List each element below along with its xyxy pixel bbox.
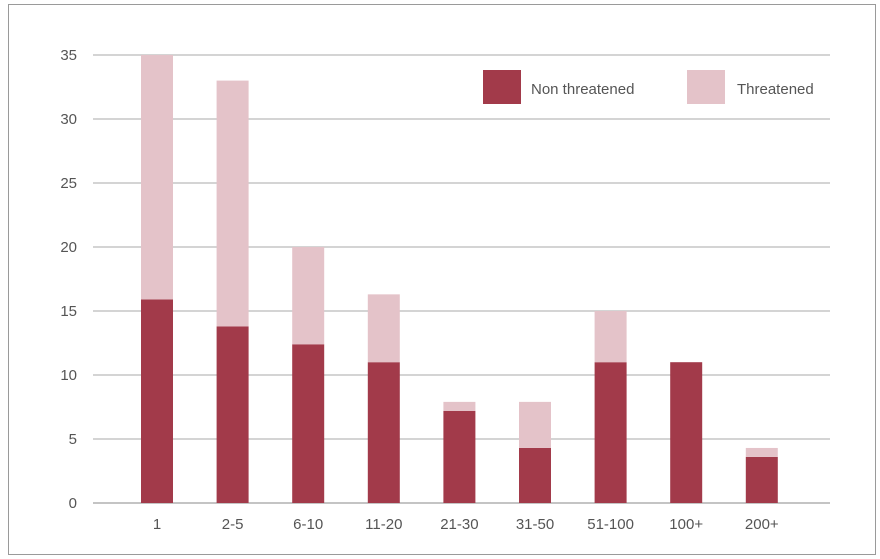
bar-non-threatened <box>443 410 476 503</box>
bar-threatened <box>594 311 627 363</box>
bar-non-threatened <box>367 362 400 503</box>
y-tick-label: 0 <box>69 495 77 512</box>
x-tick-label: 21-30 <box>440 516 478 533</box>
bars <box>141 55 778 503</box>
bar-threatened <box>367 294 400 363</box>
x-tick-label: 11-20 <box>365 516 402 533</box>
y-tick-label: 5 <box>69 431 77 448</box>
y-axis-ticks: 0 5 10 15 20 25 30 35 <box>60 47 77 512</box>
x-tick-label: 2-5 <box>222 516 244 533</box>
x-tick-label: 6-10 <box>293 516 323 533</box>
bar-threatened <box>216 80 249 327</box>
bar-non-threatened <box>745 456 778 503</box>
x-axis-ticks: 1 2-5 6-10 11-20 21-30 31-50 51-100 100+ 200+ <box>153 516 779 533</box>
y-tick-label: 10 <box>60 367 77 384</box>
y-tick-label: 20 <box>60 239 77 256</box>
y-tick-label: 25 <box>60 175 77 192</box>
legend-swatch-threatened <box>687 70 725 104</box>
bar-non-threatened <box>594 362 627 503</box>
bar-threatened <box>519 401 551 448</box>
bar-non-threatened <box>292 344 325 503</box>
gridlines <box>93 54 830 504</box>
bar-threatened <box>443 401 476 411</box>
x-tick-label: 51-100 <box>587 516 634 533</box>
bar-non-threatened <box>141 299 173 503</box>
x-tick-label: 1 <box>153 516 161 533</box>
y-tick-label: 35 <box>60 47 77 64</box>
bar-threatened <box>292 247 325 345</box>
legend: Non threatened Threatened <box>483 70 814 104</box>
bar-threatened <box>141 55 173 300</box>
x-tick-label: 31-50 <box>516 516 554 533</box>
legend-label-non-threatened: Non threatened <box>531 81 634 98</box>
bar-threatened <box>745 447 778 457</box>
bar-non-threatened <box>670 362 703 503</box>
x-tick-label: 200+ <box>745 516 779 533</box>
y-tick-label: 30 <box>60 111 77 128</box>
legend-label-threatened: Threatened <box>737 81 814 98</box>
legend-swatch-non-threatened <box>483 70 521 104</box>
bar-non-threatened <box>519 447 551 503</box>
bar-non-threatened <box>216 326 249 503</box>
x-tick-label: 100+ <box>669 516 703 533</box>
y-tick-label: 15 <box>60 303 77 320</box>
